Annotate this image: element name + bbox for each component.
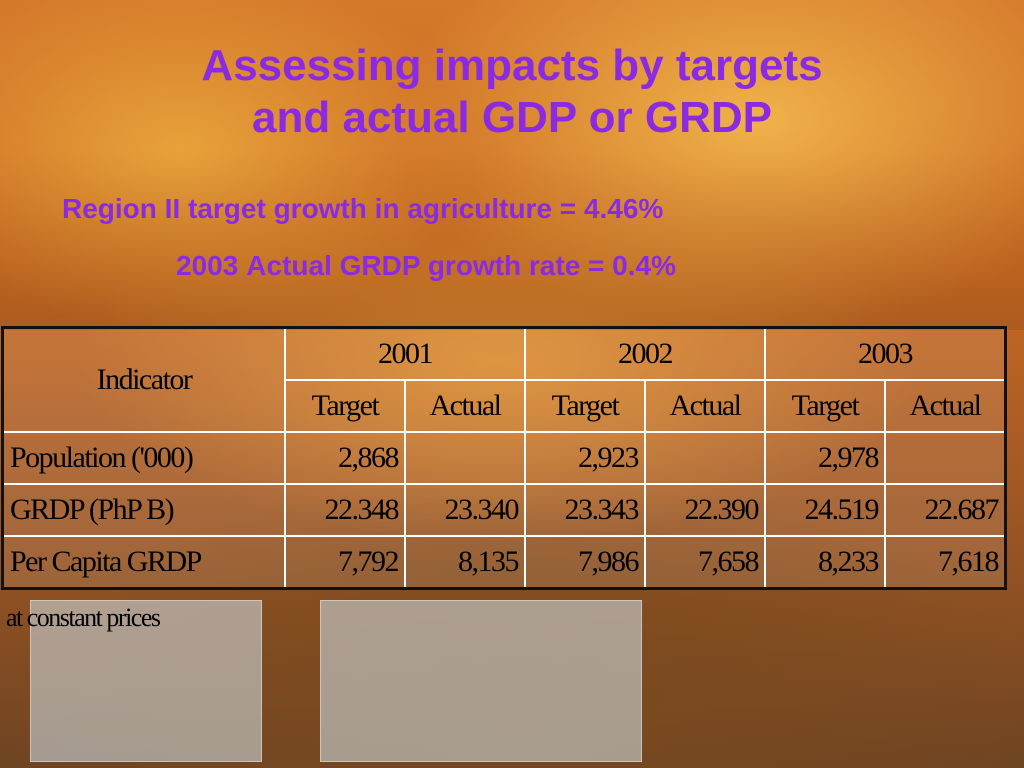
- slide-title: Assessing impacts by targets and actual …: [0, 40, 1024, 144]
- table-footnote: at constant prices: [6, 603, 161, 632]
- table-cell: 8,135: [404, 535, 526, 590]
- table-cell: 24.519: [764, 483, 886, 537]
- table-cell: 22.348: [284, 483, 406, 537]
- slide-title-line-1: Assessing impacts by targets: [201, 41, 823, 90]
- table-cell: 23.343: [524, 483, 646, 537]
- subheader-2002-target: Target: [524, 379, 646, 433]
- subheader-2001-actual: Actual: [404, 379, 526, 433]
- subheader-2003-target: Target: [764, 379, 886, 433]
- target-growth-statement: Region II target growth in agriculture =…: [62, 193, 664, 224]
- table-row: GRDP (PhP B) 22.348 23.340 23.343 22.390…: [1, 483, 1007, 537]
- table-cell: 8,233: [764, 535, 886, 590]
- background-map-image-2: [320, 600, 642, 762]
- slide-title-line-2: and actual GDP or GRDP: [252, 93, 772, 142]
- table-cell: 7,792: [284, 535, 406, 590]
- actual-growth-text: Actual GRDP growth rate = 0.4%: [246, 250, 677, 281]
- table-cell: 22.390: [644, 483, 766, 537]
- year-header-2002: 2002: [524, 326, 766, 381]
- table-header-row-sub: Target Actual Target Actual Target Actua…: [3, 379, 1007, 433]
- table-cell: 23.340: [404, 483, 526, 537]
- row-label-population: Population ('000): [1, 431, 286, 485]
- table-cell: 2,978: [764, 431, 886, 485]
- indicator-header: Indicator: [1, 326, 286, 433]
- table-row: Population ('000) 2,868 2,923 2,978: [1, 431, 1007, 485]
- subheader-2003-actual: Actual: [884, 379, 1007, 433]
- table-cell: 7,618: [884, 535, 1007, 590]
- row-label-per-capita-grdp: Per Capita GRDP: [1, 535, 286, 590]
- subheader-2001-target: Target: [284, 379, 406, 433]
- year-header-2003: 2003: [764, 326, 1007, 381]
- table-cell: 22.687: [884, 483, 1007, 537]
- year-header-2001: 2001: [284, 326, 526, 381]
- background-photo: [0, 150, 1024, 330]
- table-cell: [884, 431, 1007, 485]
- table-cell: [404, 431, 526, 485]
- grdp-table: Indicator 2001 2002 2003 Target Actual T…: [1, 326, 1007, 590]
- subheader-2002-actual: Actual: [644, 379, 766, 433]
- row-label-grdp: GRDP (PhP B): [1, 483, 286, 537]
- table-row: Per Capita GRDP 7,792 8,135 7,986 7,658 …: [1, 535, 1007, 590]
- table-header-row-years: Indicator 2001 2002 2003: [1, 326, 1007, 433]
- table-cell: [644, 431, 766, 485]
- table-cell: 7,986: [524, 535, 646, 590]
- table-cell: 7,658: [644, 535, 766, 590]
- actual-growth-year: 2003: [176, 250, 239, 281]
- table-cell: 2,868: [284, 431, 406, 485]
- table-cell: 2,923: [524, 431, 646, 485]
- actual-growth-statement: 2003 Actual GRDP growth rate = 0.4%: [176, 250, 676, 282]
